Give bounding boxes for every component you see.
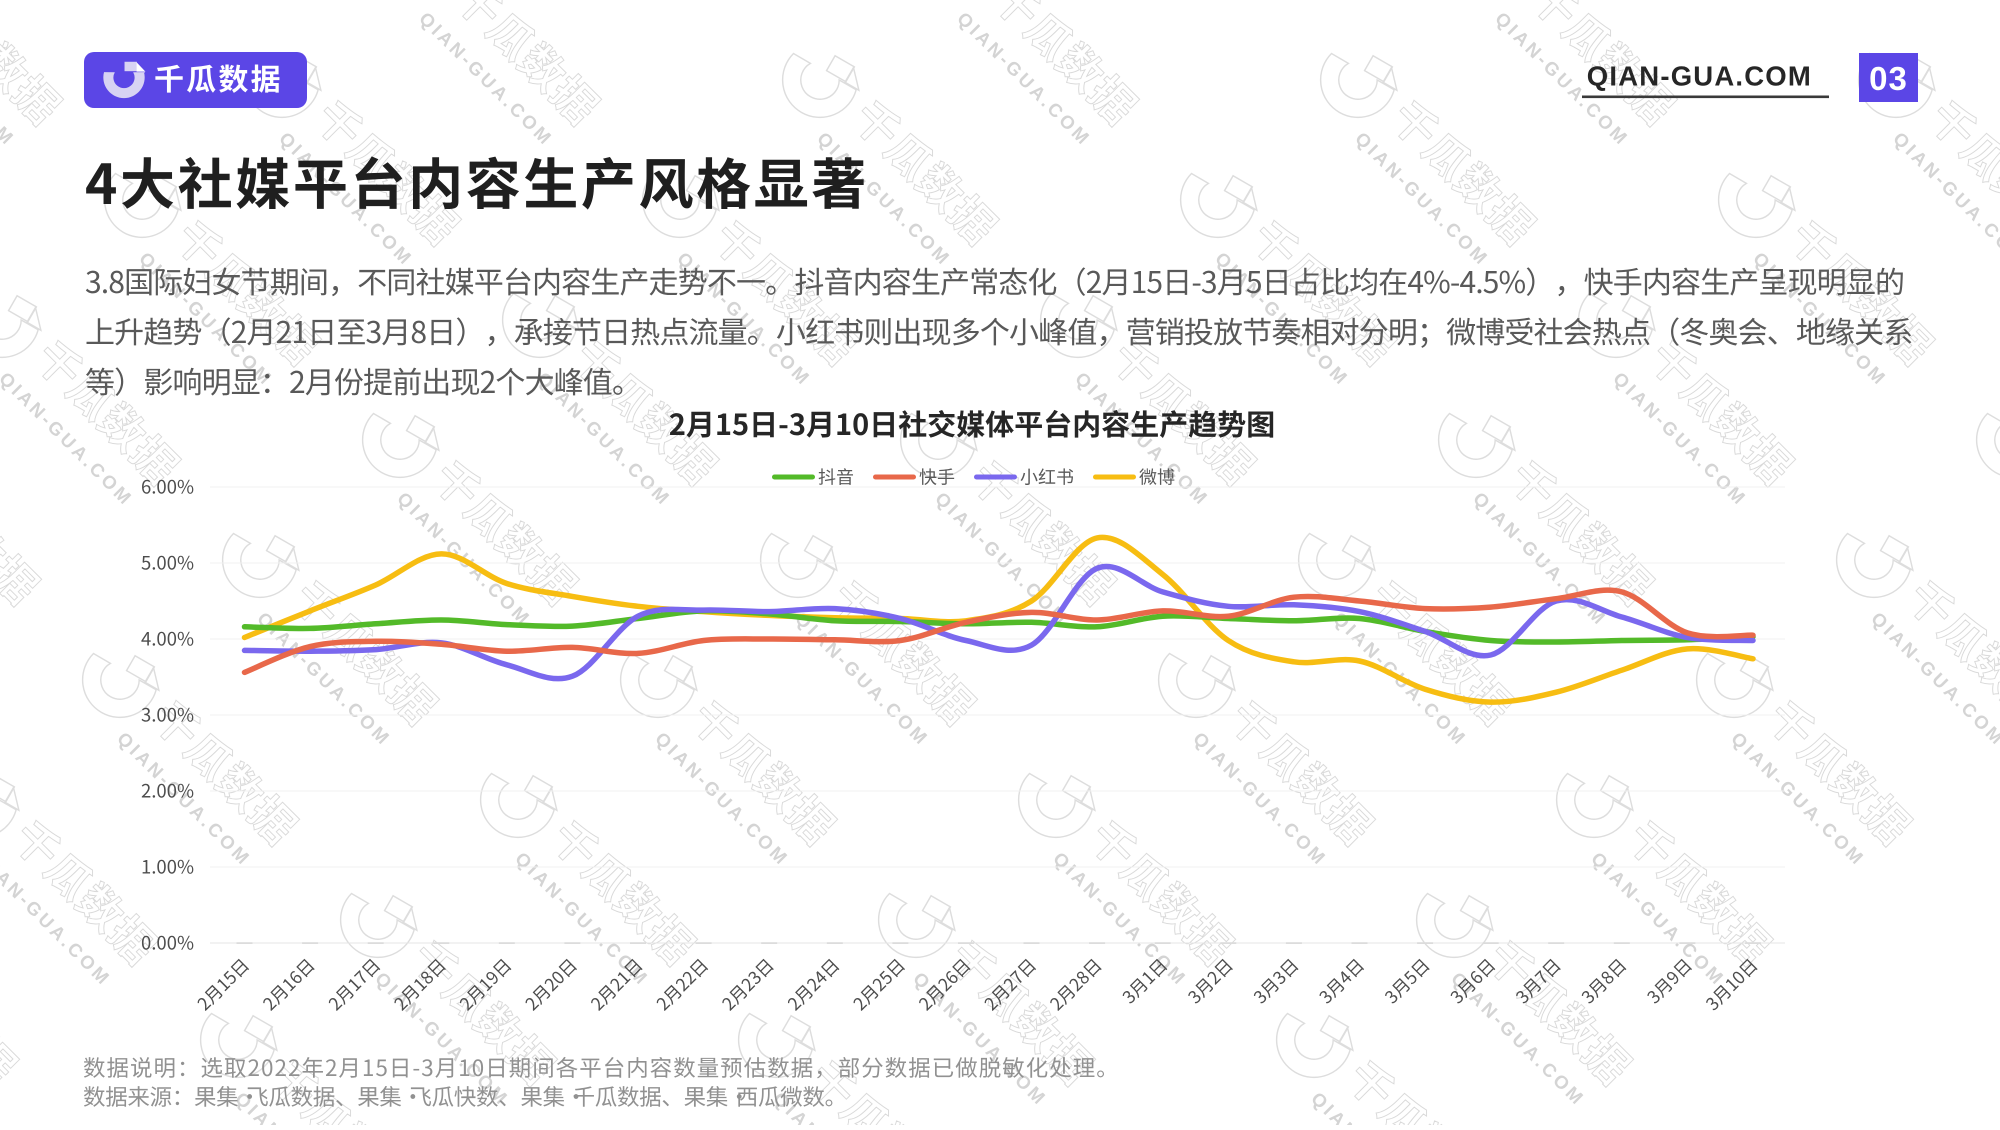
svg-text:03: 03 xyxy=(1869,60,1908,97)
svg-text:QIAN-GUA.COM: QIAN-GUA.COM xyxy=(1587,61,1812,92)
